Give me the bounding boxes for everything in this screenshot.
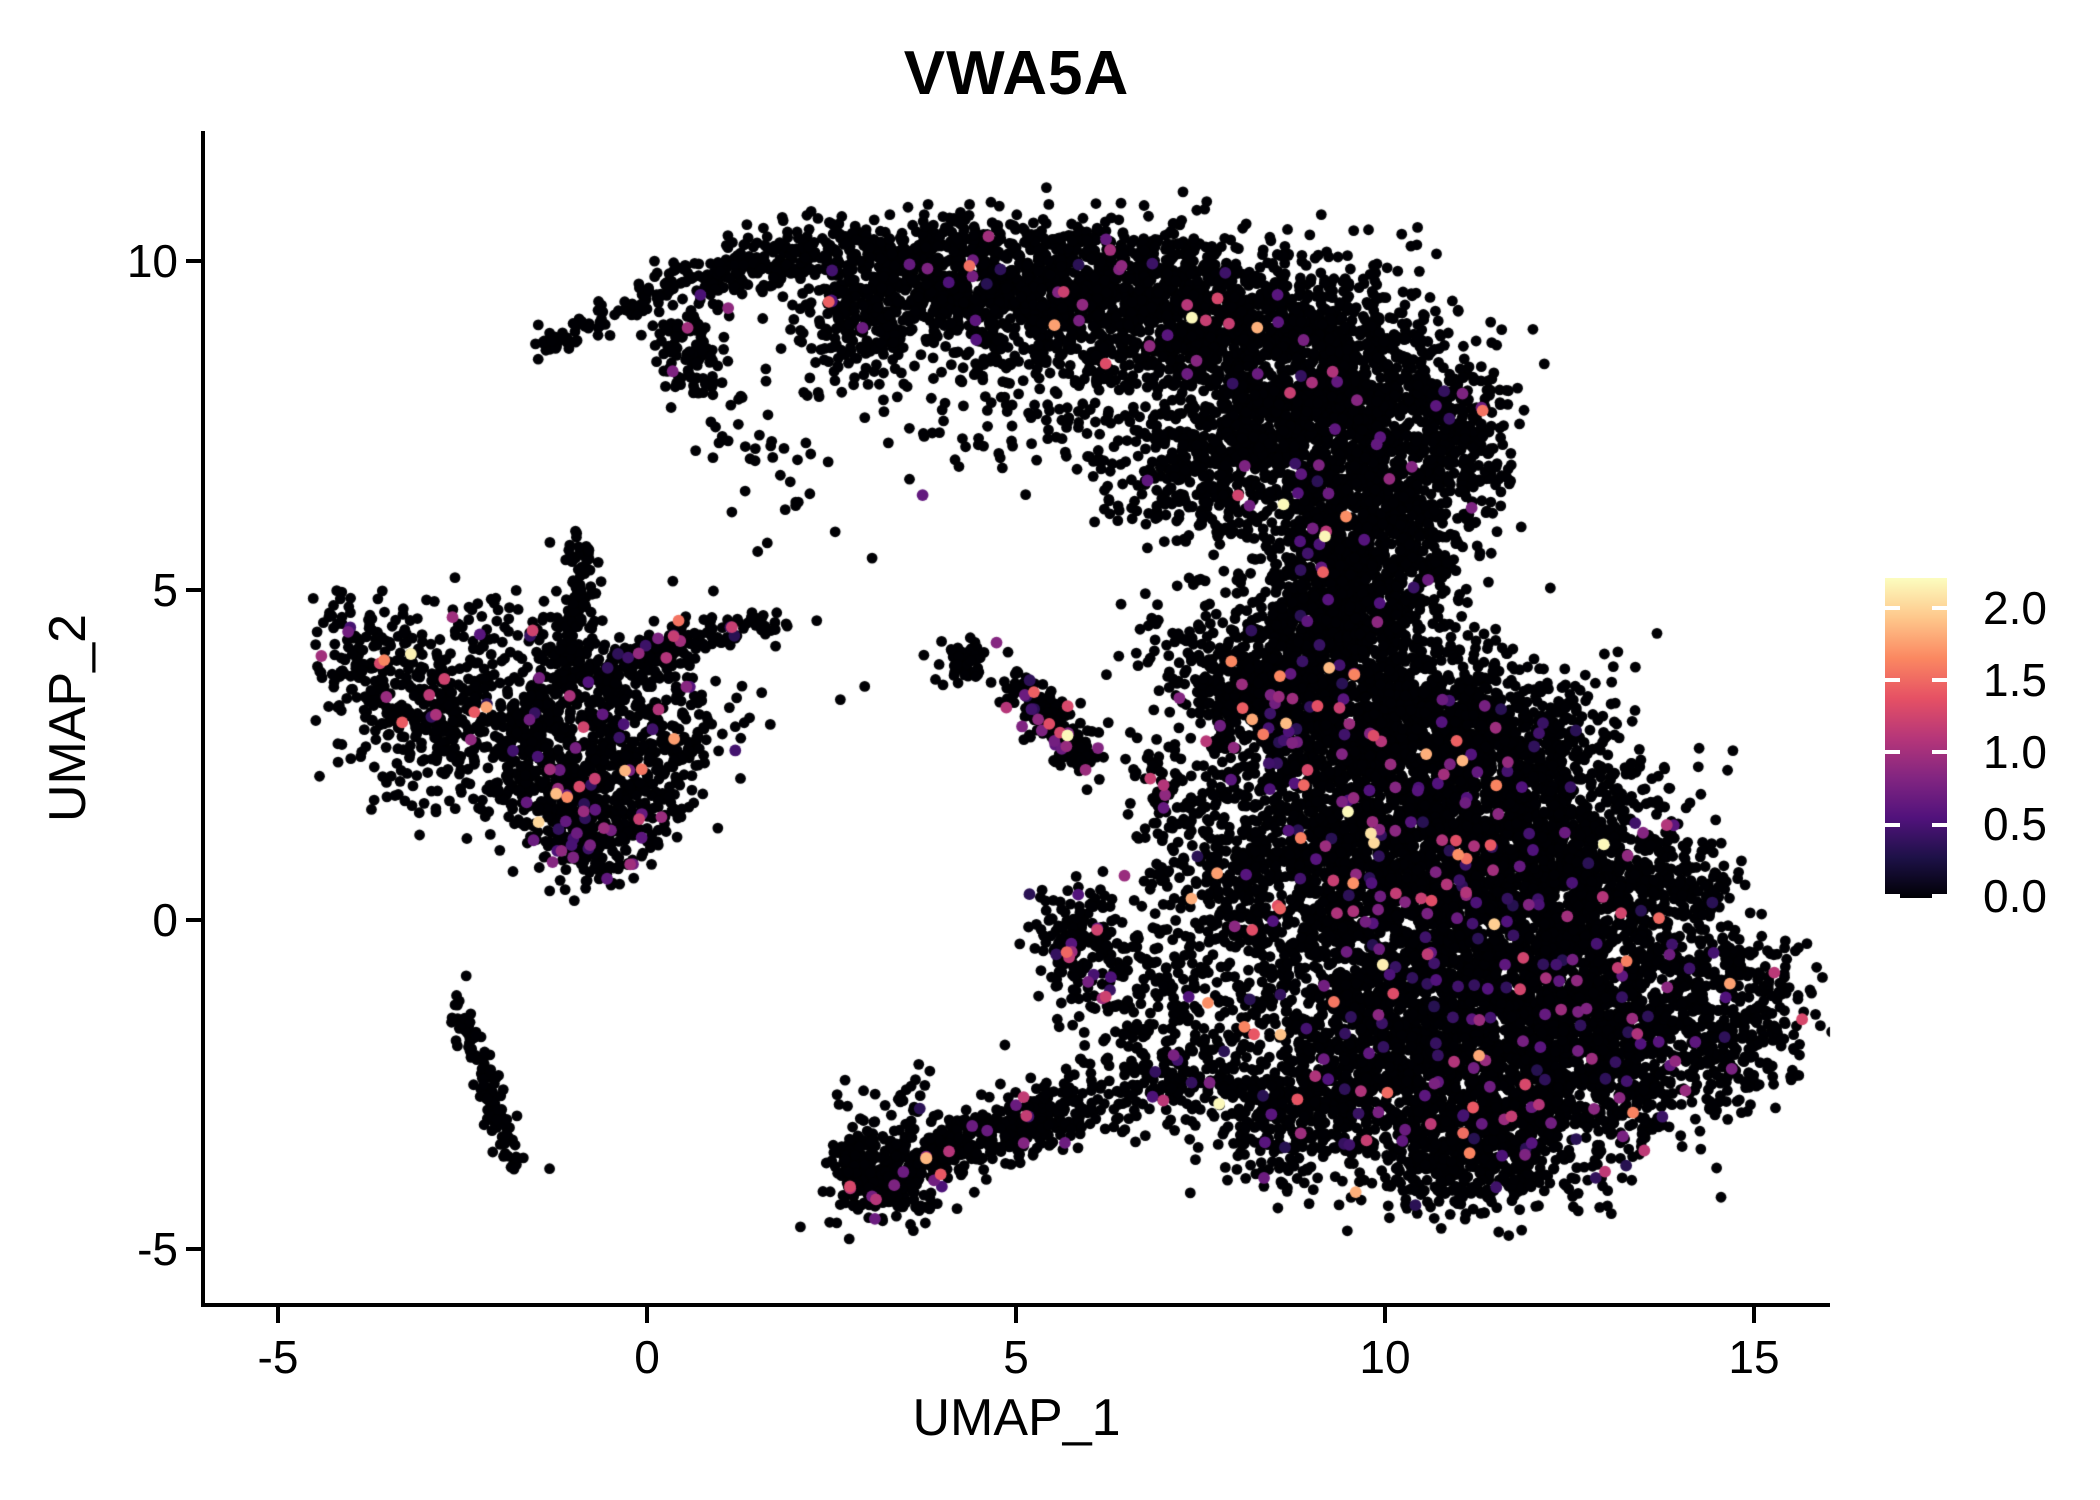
colorbar-label: 2.0 [1983, 582, 2047, 634]
y-tick-label: 0 [152, 894, 178, 946]
colorbar [1885, 578, 1947, 898]
y-tick [186, 1247, 202, 1251]
x-axis-line [201, 1303, 1830, 1307]
y-axis-title: UMAP_2 [39, 613, 97, 823]
y-axis-line [201, 131, 205, 1307]
x-tick [1014, 1307, 1018, 1323]
colorbar-tick [1932, 894, 1947, 898]
x-tick [1383, 1307, 1387, 1323]
x-tick [645, 1307, 649, 1323]
colorbar-tick [1885, 678, 1900, 682]
x-tick-label: 10 [1359, 1331, 1411, 1383]
x-axis-title: UMAP_1 [912, 1389, 1121, 1447]
colorbar-label: 0.5 [1983, 798, 2047, 850]
colorbar-tick [1885, 823, 1900, 827]
x-tick-label: 15 [1728, 1331, 1780, 1383]
colorbar-label: 1.5 [1983, 654, 2047, 706]
colorbar-tick [1885, 894, 1900, 898]
y-tick-label: -5 [137, 1223, 178, 1275]
x-tick-label: -5 [257, 1331, 299, 1383]
y-tick [186, 918, 202, 922]
x-tick [276, 1307, 280, 1323]
y-tick-label: 10 [126, 235, 178, 287]
colorbar-tick [1932, 606, 1947, 610]
colorbar-tick [1932, 678, 1947, 682]
y-tick-label: 5 [152, 564, 178, 616]
colorbar-label: 1.0 [1983, 726, 2047, 778]
y-tick [186, 259, 202, 263]
x-tick-label: 0 [634, 1331, 660, 1383]
x-tick [1752, 1307, 1756, 1323]
colorbar-tick [1885, 606, 1900, 610]
colorbar-tick [1885, 750, 1900, 754]
y-tick [186, 588, 202, 592]
colorbar-label: 0.0 [1983, 870, 2047, 922]
plot-title: VWA5A [903, 39, 1130, 108]
colorbar-tick [1932, 750, 1947, 754]
colorbar-tick [1932, 823, 1947, 827]
x-tick-label: 5 [1003, 1331, 1029, 1383]
